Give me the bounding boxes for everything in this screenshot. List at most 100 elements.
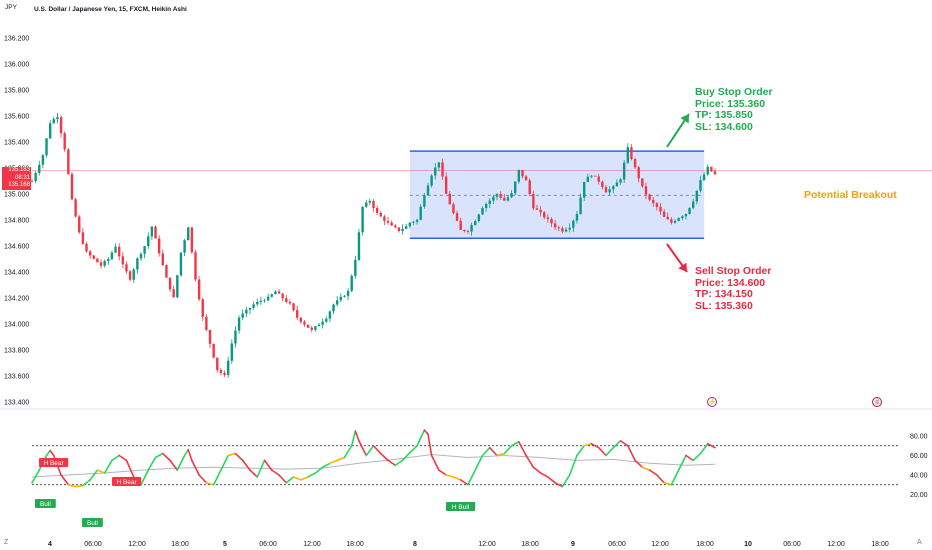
chart-overlay bbox=[32, 113, 932, 273]
oscillator-segment bbox=[365, 444, 375, 457]
oscillator-segment bbox=[140, 469, 150, 486]
oscillator-segment bbox=[307, 472, 317, 478]
candle-body bbox=[274, 291, 277, 295]
oscillator-segment bbox=[241, 459, 251, 471]
divergence-label: H Bull bbox=[452, 504, 470, 511]
oscillator-segment bbox=[350, 430, 357, 447]
oscillator-segment bbox=[31, 469, 41, 484]
candle-body bbox=[641, 178, 644, 187]
candle-body bbox=[619, 179, 622, 183]
oscillator-segment bbox=[496, 452, 506, 457]
divergence-label: Bull bbox=[87, 520, 98, 527]
oscillator-segment bbox=[103, 459, 113, 474]
candle-body bbox=[597, 176, 600, 182]
candle-body bbox=[48, 123, 52, 139]
candle-body bbox=[648, 194, 651, 200]
oscillator-segment bbox=[60, 474, 70, 486]
candle-body bbox=[681, 216, 684, 219]
candle-body bbox=[379, 212, 382, 217]
oscillator-segment bbox=[74, 484, 84, 488]
candle-body bbox=[325, 318, 328, 322]
candle-body bbox=[252, 304, 255, 308]
oscillator-segment bbox=[619, 440, 629, 447]
candle-body bbox=[408, 222, 412, 227]
oscillator-segment bbox=[187, 448, 193, 462]
oscillator-segment bbox=[648, 469, 658, 476]
oscillator-segment bbox=[554, 481, 564, 488]
time-tick-label: 12:00 bbox=[827, 541, 845, 548]
candle-body bbox=[372, 200, 375, 208]
candle-body bbox=[354, 259, 357, 276]
oscillator-segment bbox=[372, 444, 382, 455]
candle-body bbox=[430, 175, 433, 186]
candle-body bbox=[197, 279, 201, 300]
auto-scale-button[interactable]: A bbox=[917, 539, 922, 546]
oscillator-segment bbox=[249, 469, 259, 478]
divergence-label-box bbox=[446, 502, 476, 511]
candle-body bbox=[539, 209, 542, 213]
candle-body bbox=[59, 117, 63, 134]
zoom-button[interactable]: Z bbox=[4, 539, 9, 546]
candle-body bbox=[34, 172, 37, 182]
time-tick-label: 06:00 bbox=[608, 541, 626, 548]
oscillator-segment bbox=[547, 476, 556, 484]
candle-body bbox=[296, 310, 299, 318]
candle-body bbox=[85, 243, 88, 252]
oscillator-segment bbox=[198, 474, 208, 484]
candle-body bbox=[492, 196, 495, 201]
candle-body bbox=[419, 206, 422, 220]
candle-body bbox=[415, 219, 419, 222]
oscillator-segment bbox=[263, 459, 273, 471]
candle-body bbox=[702, 174, 706, 181]
oscillator-segment bbox=[670, 469, 680, 486]
oscillator-segment bbox=[452, 476, 462, 481]
oscillator-segment bbox=[358, 440, 368, 457]
candle-body bbox=[150, 226, 154, 237]
candle-body bbox=[684, 213, 688, 217]
price-tick-label: 134.400 bbox=[4, 270, 29, 277]
oscillator-segment bbox=[394, 459, 404, 467]
candle-body bbox=[517, 169, 521, 182]
candle-body bbox=[368, 200, 372, 203]
oscillator-segment bbox=[49, 449, 55, 457]
us-flag-event-icon[interactable]: ≡ bbox=[872, 397, 882, 407]
candle-body bbox=[477, 214, 481, 222]
candle-body bbox=[270, 294, 273, 297]
candle-body bbox=[259, 300, 263, 302]
buy-stop-title: Buy Stop Order bbox=[695, 86, 773, 98]
candle-body bbox=[652, 199, 655, 204]
candle-body bbox=[434, 167, 437, 176]
oscillator-segment bbox=[576, 444, 586, 457]
price-tick-label: 135.400 bbox=[4, 140, 29, 147]
candle-body bbox=[390, 222, 393, 226]
candle-body bbox=[168, 277, 172, 290]
candle-body bbox=[688, 207, 691, 214]
time-tick-label: 12:00 bbox=[128, 541, 146, 548]
range-rectangle bbox=[409, 151, 705, 239]
oscillator-segment bbox=[510, 441, 520, 447]
oscillator-segment bbox=[45, 449, 51, 457]
oscillator-segment bbox=[212, 469, 222, 486]
candle-body bbox=[543, 212, 546, 218]
candle-body bbox=[710, 166, 713, 172]
candle-body bbox=[143, 246, 146, 254]
candle-body bbox=[659, 206, 662, 212]
price-tick-label: 134.200 bbox=[4, 296, 29, 303]
candle-body bbox=[176, 275, 179, 298]
candle-body bbox=[52, 119, 55, 124]
sell-arrow-head bbox=[678, 262, 687, 272]
candle-body bbox=[506, 197, 510, 201]
buy-stop-price: Price: 135.360 bbox=[695, 97, 766, 110]
candle-body bbox=[263, 300, 266, 302]
oscillator-segment bbox=[387, 459, 397, 467]
buy-stop-tp: TP: 135.850 bbox=[695, 109, 753, 121]
candle-body bbox=[230, 343, 234, 361]
candle-body bbox=[673, 220, 677, 223]
lightning-event-icon[interactable]: ⚡ bbox=[707, 397, 717, 407]
candle-body bbox=[317, 324, 321, 327]
candle-body bbox=[586, 176, 590, 182]
candle-body bbox=[437, 162, 441, 168]
candle-body bbox=[524, 176, 528, 181]
chart-title: U.S. Dollar / Japanese Yen, 15, FXCM, He… bbox=[34, 6, 187, 13]
oscillator-segment bbox=[597, 446, 607, 457]
